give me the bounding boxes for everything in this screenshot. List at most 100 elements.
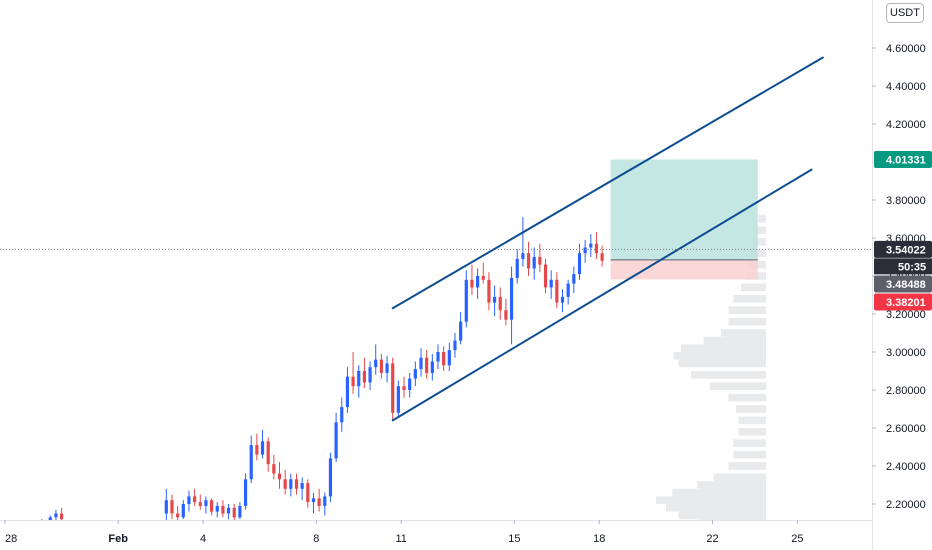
candle-body bbox=[464, 279, 468, 322]
countdown-label: 50:35 bbox=[898, 261, 926, 273]
candle-body bbox=[476, 276, 480, 288]
candle-body bbox=[572, 274, 576, 284]
candle-body bbox=[577, 253, 582, 275]
candle-body bbox=[260, 441, 265, 455]
candle-body bbox=[306, 483, 310, 503]
currency-badge[interactable]: USDT bbox=[886, 3, 924, 23]
loss-zone[interactable] bbox=[610, 259, 758, 280]
candle-body bbox=[459, 321, 463, 341]
candle-body bbox=[357, 371, 361, 387]
volume-profile-bar bbox=[736, 405, 766, 413]
price-tick-label: 3.80000 bbox=[886, 195, 926, 207]
channel-lower-line[interactable] bbox=[391, 168, 813, 422]
channel-lines[interactable] bbox=[391, 56, 824, 422]
candle-body bbox=[487, 279, 491, 303]
candle bbox=[589, 234, 593, 257]
candle bbox=[521, 217, 525, 267]
candle-body bbox=[334, 422, 338, 459]
candle-body bbox=[272, 464, 276, 474]
time-axis-bg bbox=[0, 520, 872, 550]
time-tick-label: 11 bbox=[395, 533, 406, 545]
candle-body bbox=[215, 505, 219, 512]
candle bbox=[509, 266, 514, 345]
candle-body bbox=[277, 473, 282, 480]
volume-profile-bar bbox=[728, 317, 766, 326]
candle bbox=[442, 346, 446, 371]
price-tick-label: 4.20000 bbox=[886, 119, 926, 131]
volume-profile-bar bbox=[728, 462, 766, 470]
candle-body bbox=[368, 367, 372, 383]
price-tag-loss: 3.38201 bbox=[874, 293, 932, 311]
time-tick-label: 22 bbox=[706, 533, 718, 545]
candle bbox=[594, 232, 599, 259]
volume-profile-bar bbox=[672, 488, 766, 497]
candle bbox=[532, 247, 536, 280]
candle-body bbox=[583, 247, 587, 254]
candle bbox=[402, 376, 406, 398]
volume-profile-bar bbox=[758, 215, 766, 223]
price-axis[interactable]: 2.20000 2.40000 2.60000 2.80000 3.00000 3.200… bbox=[872, 0, 932, 550]
candle-body bbox=[560, 296, 565, 303]
channel-upper-line[interactable] bbox=[391, 56, 824, 310]
candle-body bbox=[362, 371, 367, 383]
price-tick-label: 3.20000 bbox=[886, 309, 926, 321]
candle-body bbox=[48, 517, 52, 522]
candle-body bbox=[391, 363, 395, 413]
candle bbox=[374, 344, 378, 375]
candle bbox=[170, 494, 174, 520]
candle bbox=[238, 502, 242, 520]
candle bbox=[198, 494, 202, 510]
candle bbox=[255, 433, 259, 461]
candle-body bbox=[328, 458, 333, 497]
candle bbox=[164, 488, 168, 523]
price-tick-label: 4.40000 bbox=[886, 81, 926, 93]
profit-zone[interactable] bbox=[610, 159, 758, 260]
candle bbox=[334, 412, 338, 463]
candle-body bbox=[419, 357, 423, 370]
candle-body bbox=[289, 479, 293, 489]
candle bbox=[357, 365, 361, 398]
candle bbox=[560, 289, 565, 313]
countdown-box bbox=[874, 258, 932, 275]
candle bbox=[345, 367, 350, 413]
candle-body bbox=[300, 483, 304, 489]
volume-profile-bar bbox=[678, 359, 766, 368]
candle-body bbox=[340, 407, 344, 423]
time-axis[interactable]: 28 Feb 4 8 11 15 18 22 25 bbox=[0, 520, 872, 550]
candle-body bbox=[515, 258, 519, 278]
candle-body bbox=[538, 257, 542, 265]
price-tag-box bbox=[874, 275, 932, 293]
candle-body bbox=[345, 376, 350, 408]
candle bbox=[470, 264, 474, 295]
candle-body bbox=[187, 496, 191, 504]
candle-body bbox=[209, 500, 214, 512]
candle bbox=[54, 509, 58, 522]
price-tag-label: 3.38201 bbox=[886, 297, 926, 309]
candle bbox=[566, 279, 570, 305]
price-tick-label: 4.60000 bbox=[886, 43, 926, 55]
volume-profile-bar bbox=[753, 238, 766, 246]
candle bbox=[243, 473, 248, 510]
candle-body bbox=[193, 496, 197, 503]
candle-body bbox=[238, 505, 242, 518]
candle-body bbox=[447, 350, 451, 366]
candle-body bbox=[204, 500, 208, 506]
volume-profile-bar bbox=[733, 439, 766, 447]
candle bbox=[572, 266, 576, 294]
candles bbox=[31, 217, 604, 525]
candle-body bbox=[232, 507, 236, 518]
candle bbox=[538, 243, 542, 273]
candle bbox=[226, 504, 231, 520]
price-tag-box bbox=[874, 240, 932, 258]
volume-profile-bar bbox=[697, 481, 766, 489]
candle-body bbox=[549, 279, 553, 288]
candle-body bbox=[504, 310, 508, 320]
candle bbox=[391, 357, 395, 421]
candle-body bbox=[351, 376, 355, 387]
candle-body bbox=[198, 502, 202, 506]
volume-profile-bar bbox=[709, 382, 766, 390]
candle bbox=[549, 270, 553, 299]
volume-profile-bar bbox=[728, 306, 766, 314]
volume-profile-bar bbox=[728, 393, 766, 402]
